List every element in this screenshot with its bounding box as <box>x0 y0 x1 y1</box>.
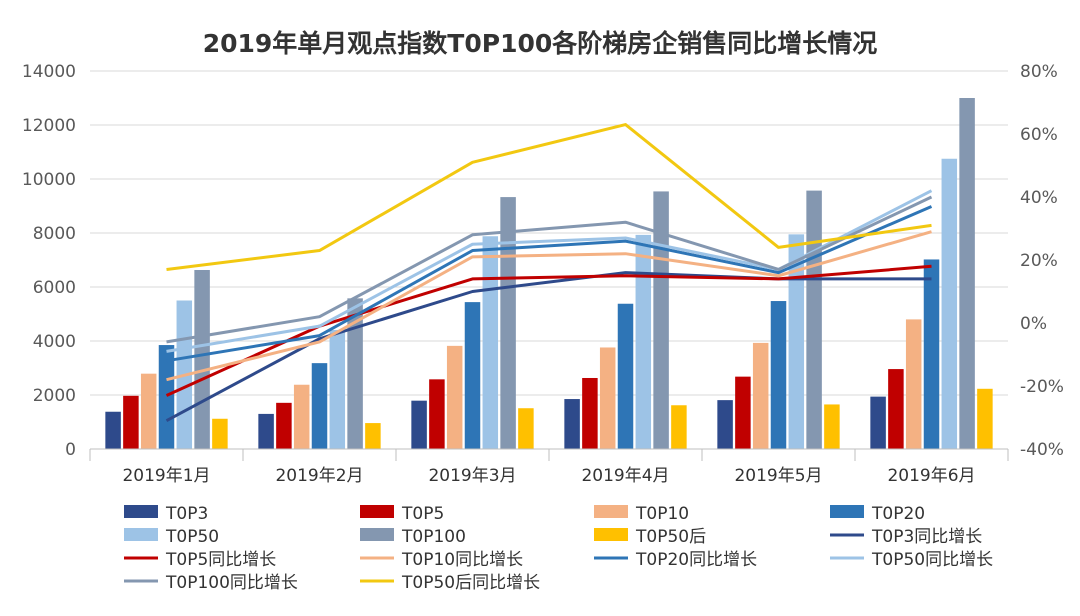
bar <box>140 373 157 449</box>
bar <box>347 298 363 449</box>
series-line <box>166 230 932 382</box>
bar <box>923 259 940 449</box>
bar <box>429 379 445 449</box>
legend: T0P3 T0P5 T0P10 T0P20 T0P50 T0P100 T0P50后 T0P3同… <box>124 504 993 593</box>
series-line <box>165 264 932 397</box>
y2-tick-label: 20% <box>1020 251 1058 271</box>
bar <box>905 319 922 449</box>
legend-label: T0P100 <box>401 527 466 547</box>
legend-label: T0P3同比增长 <box>871 527 982 547</box>
bar <box>977 388 993 449</box>
bar <box>482 236 499 449</box>
legend-label: T0P20同比增长 <box>635 550 757 570</box>
bar <box>311 363 328 449</box>
bar <box>411 400 427 449</box>
bar <box>564 399 580 449</box>
series-line <box>165 271 932 422</box>
y-tick-label: 2000 <box>33 386 76 406</box>
y-tick-label: 10000 <box>22 170 76 190</box>
bar <box>464 302 481 449</box>
y2-tick-label: -20% <box>1020 377 1064 397</box>
y-axis-left: 0 2000 4000 6000 8000 10000 12000 14000 <box>22 62 76 460</box>
x-tick-label: 2019年1月 <box>122 466 210 486</box>
gridlines <box>90 70 1008 450</box>
legend-label: T0P3 <box>165 504 208 524</box>
bar <box>653 191 669 450</box>
legend-swatch <box>594 528 628 541</box>
x-axis: 2019年1月 2019年2月 2019年3月 2019年4月 2019年5月 2019年… <box>89 448 1009 486</box>
bar <box>123 395 139 449</box>
x-tick-label: 2019年4月 <box>581 466 669 486</box>
legend-label: T0P100同比增长 <box>165 573 298 593</box>
bar <box>788 234 805 449</box>
y2-tick-label: 60% <box>1020 125 1058 145</box>
bar <box>752 342 769 449</box>
bar <box>105 411 121 449</box>
series-line <box>166 195 933 344</box>
bar <box>258 413 274 449</box>
bar <box>293 384 310 449</box>
y-tick-label: 8000 <box>33 224 76 244</box>
bar <box>806 190 822 450</box>
legend-label: T0P5同比增长 <box>165 550 276 570</box>
y2-tick-label: 40% <box>1020 188 1058 208</box>
y-tick-label: 12000 <box>22 116 76 136</box>
bar <box>446 345 463 449</box>
legend-label: T0P10同比增长 <box>401 550 523 570</box>
legend-label: T0P20 <box>871 504 925 524</box>
bars <box>105 98 993 450</box>
y-tick-label: 0 <box>65 440 76 460</box>
y-tick-label: 6000 <box>33 278 76 298</box>
series-line <box>166 123 932 271</box>
bar <box>941 158 958 449</box>
bar <box>735 376 751 449</box>
y-tick-label: 4000 <box>33 332 76 352</box>
bar <box>194 269 210 449</box>
bar <box>635 234 652 449</box>
y2-tick-label: 80% <box>1020 62 1058 82</box>
legend-swatch <box>124 505 158 518</box>
bar <box>617 303 634 449</box>
legend-label: T0P5 <box>401 504 444 524</box>
legend-swatch <box>124 528 158 541</box>
bar <box>599 347 616 449</box>
bar <box>518 408 534 449</box>
legend-label: T0P50后同比增长 <box>401 573 540 593</box>
x-tick-label: 2019年3月 <box>428 466 516 486</box>
chart-title: 2019年单月观点指数T0P100各阶梯房企销售同比增长情况 <box>203 29 878 58</box>
legend-label: T0P10 <box>635 504 689 524</box>
bar <box>717 400 733 449</box>
x-tick-label: 2019年2月 <box>275 466 363 486</box>
x-tick-label: 2019年5月 <box>734 466 822 486</box>
bar <box>888 369 904 449</box>
bar <box>365 423 381 449</box>
legend-swatch <box>360 505 394 518</box>
bar <box>276 402 292 449</box>
bar <box>671 405 687 449</box>
legend-label: T0P50后 <box>635 527 706 547</box>
legend-swatch <box>594 505 628 518</box>
bar <box>824 404 840 449</box>
y2-tick-label: 0% <box>1020 314 1047 334</box>
legend-swatch <box>830 505 864 518</box>
y-axis-right: -40% -20% 0% 20% 40% 60% 80% <box>1020 62 1064 460</box>
bar <box>500 197 516 449</box>
bar <box>770 301 787 449</box>
x-tick-label: 2019年6月 <box>887 466 975 486</box>
bar <box>582 377 598 449</box>
bar <box>212 418 228 449</box>
series-line <box>166 205 933 363</box>
bar <box>959 98 975 449</box>
lines <box>165 123 933 422</box>
legend-label: T0P50 <box>165 527 219 547</box>
bar <box>329 329 346 449</box>
y-tick-label: 14000 <box>22 62 76 82</box>
y2-tick-label: -40% <box>1020 440 1064 460</box>
legend-label: T0P50同比增长 <box>871 550 993 570</box>
legend-swatch <box>360 528 394 541</box>
bar <box>158 345 175 449</box>
bar <box>870 396 886 449</box>
